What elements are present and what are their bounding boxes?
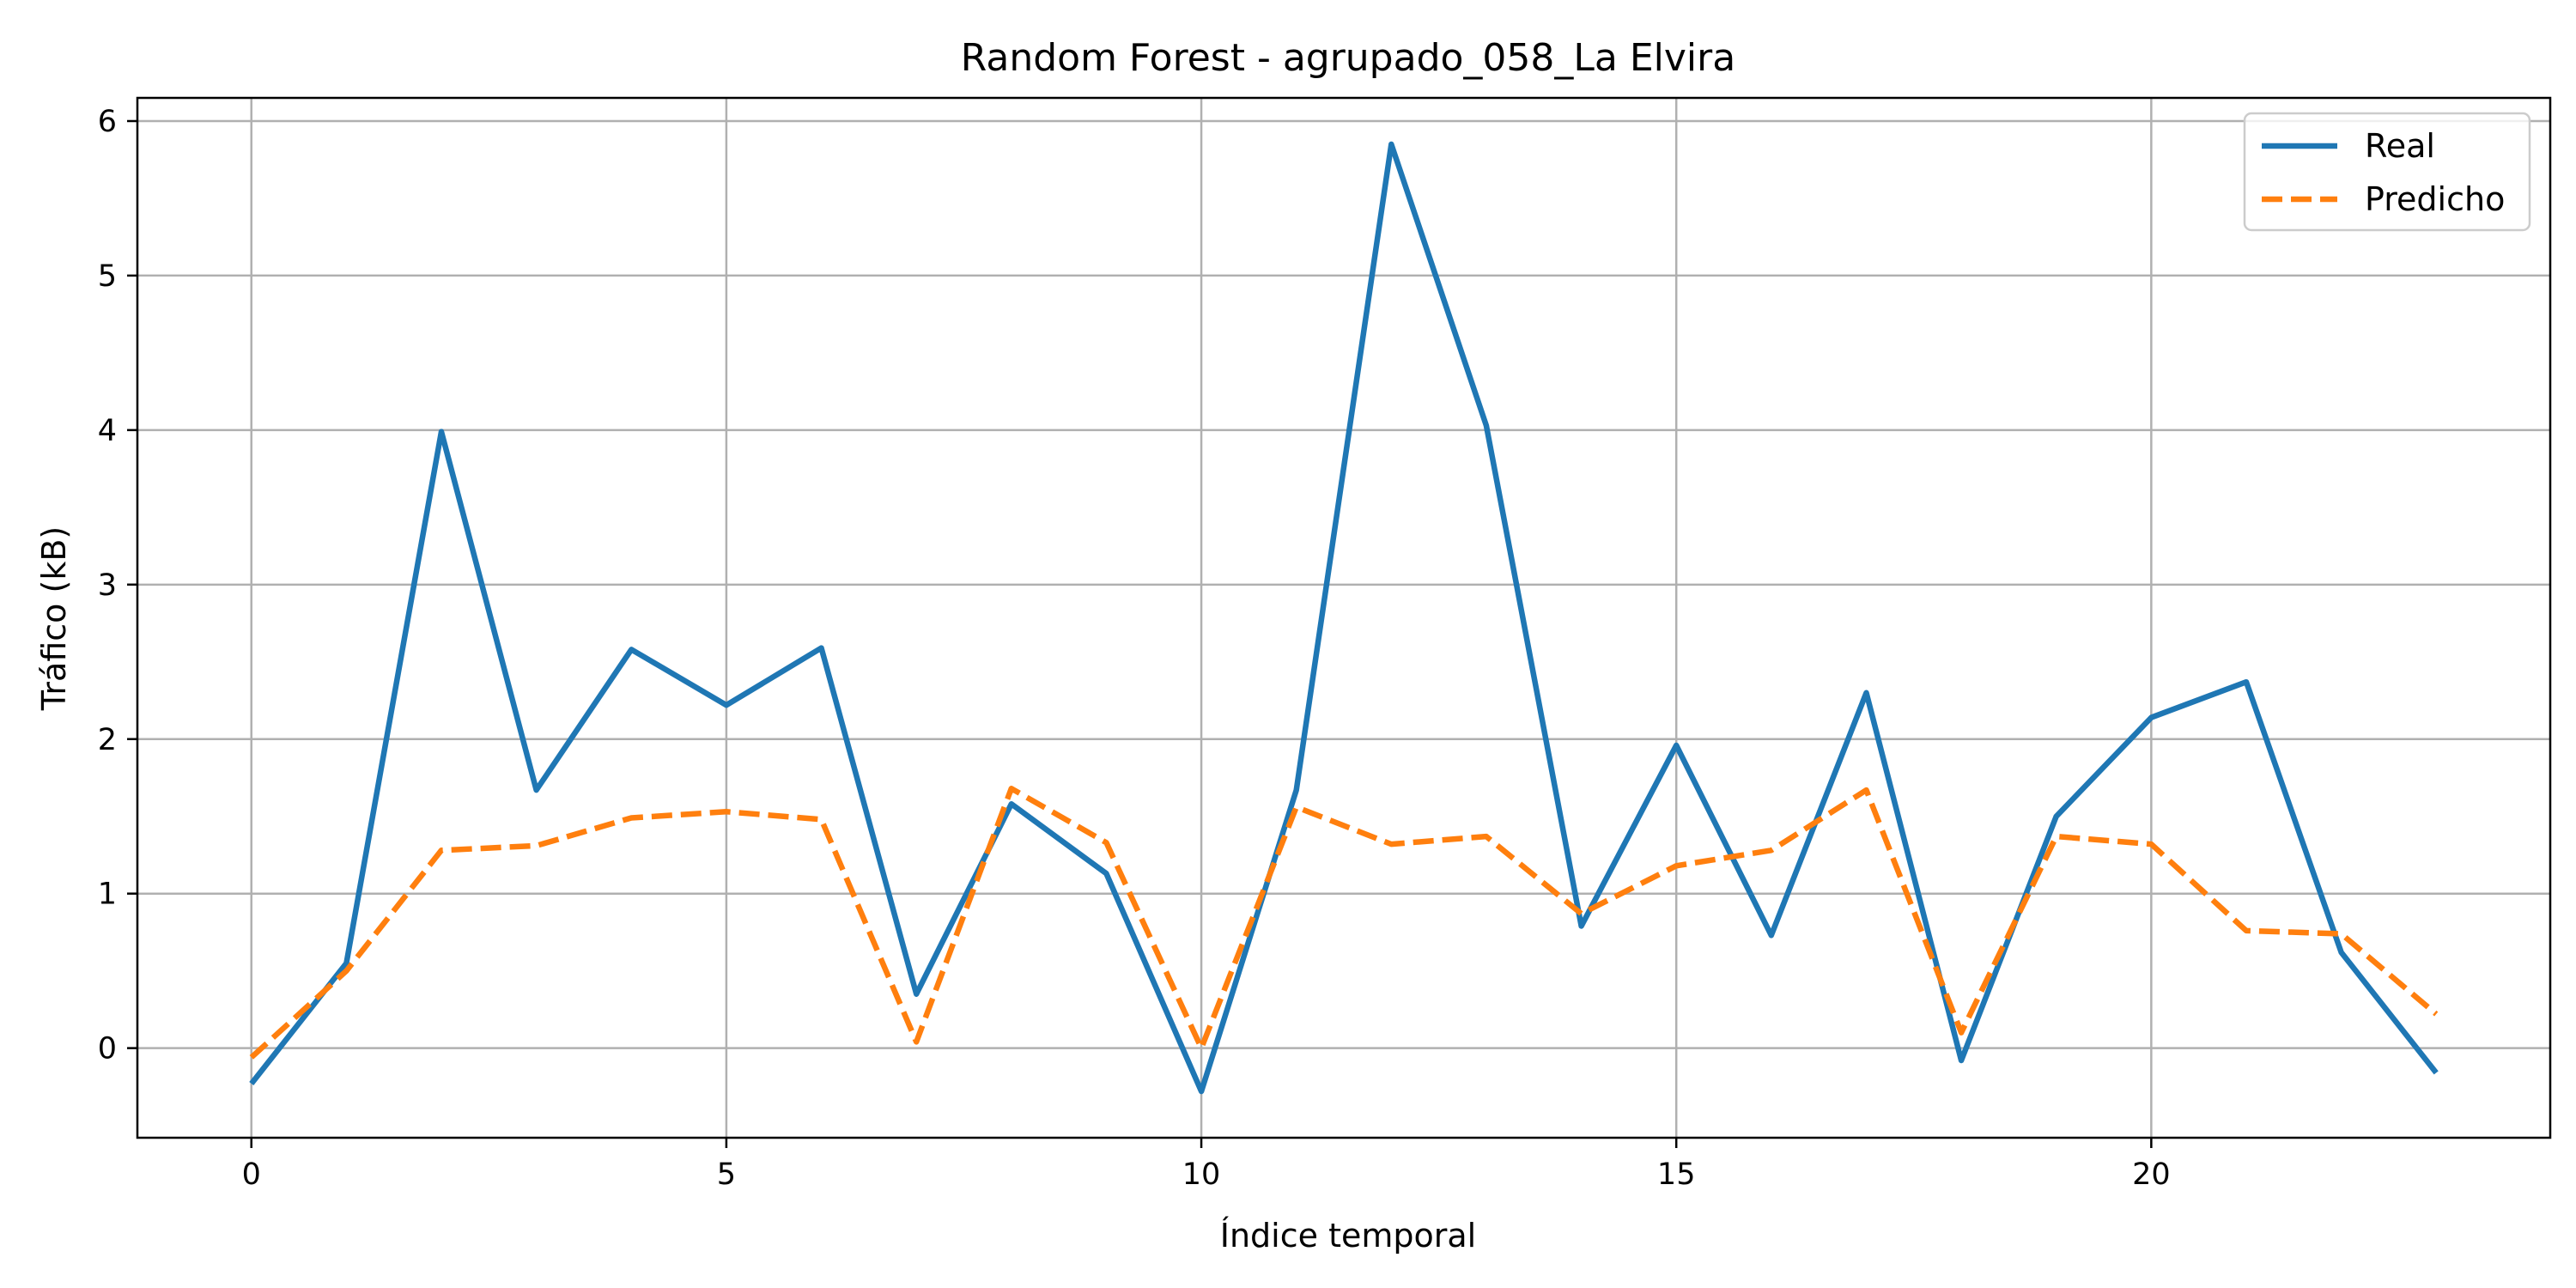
grid xyxy=(137,98,2550,1138)
x-tick-label-3: 15 xyxy=(1657,1157,1696,1192)
series-line-real xyxy=(249,141,2439,1095)
plot-frame xyxy=(136,96,2552,1139)
x-tick-label-0: 0 xyxy=(242,1157,261,1192)
series-line-predicho xyxy=(249,786,2439,1060)
x-tick-label-4: 20 xyxy=(2132,1157,2171,1192)
legend-label-predicho: Predicho xyxy=(2365,180,2505,218)
y-tick-label-2: 2 xyxy=(98,723,117,757)
y-tick-label-1: 1 xyxy=(98,878,117,912)
x-axis-label: Índice temporal xyxy=(1220,1217,1476,1255)
x-tick-label-2: 10 xyxy=(1182,1157,1221,1192)
x-axis-ticks: 0 5 10 15 20 xyxy=(242,1138,2171,1192)
y-tick-label-5: 5 xyxy=(98,259,117,294)
y-axis-label: Tráfico (kB) xyxy=(35,526,73,711)
y-axis-ticks: 0 1 2 3 4 5 6 xyxy=(98,105,137,1066)
legend: Real Predicho xyxy=(2243,112,2531,232)
y-tick-label-0: 0 xyxy=(98,1032,117,1066)
legend-box xyxy=(2243,112,2531,232)
chart-title: Random Forest - agrupado_058_La Elvira xyxy=(961,36,1735,80)
series-layer xyxy=(249,141,2439,1095)
y-tick-label-6: 6 xyxy=(98,105,117,139)
x-tick-label-1: 5 xyxy=(717,1157,736,1192)
y-tick-label-3: 3 xyxy=(98,568,117,603)
y-tick-label-4: 4 xyxy=(98,414,117,448)
legend-label-real: Real xyxy=(2365,127,2435,165)
